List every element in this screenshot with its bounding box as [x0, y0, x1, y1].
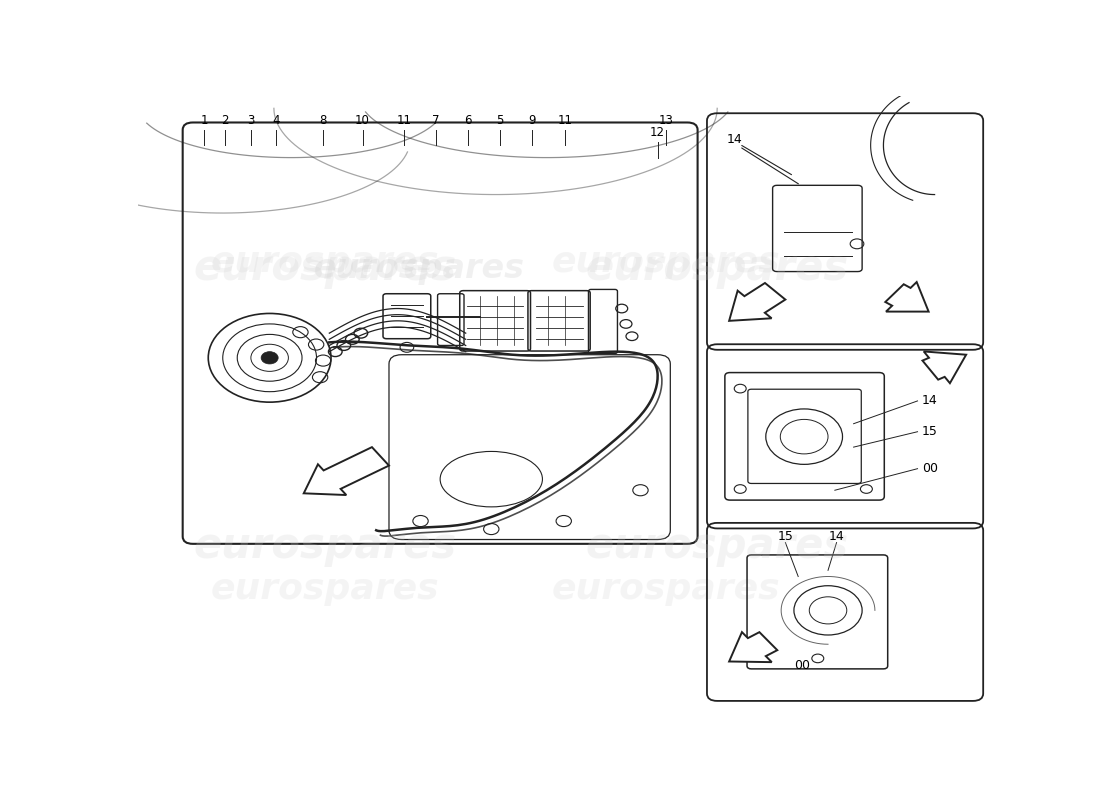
- Polygon shape: [923, 351, 966, 383]
- Text: 00: 00: [922, 462, 938, 475]
- Text: 5: 5: [496, 114, 504, 127]
- Text: 14: 14: [828, 530, 845, 543]
- Text: 8: 8: [320, 114, 327, 127]
- Text: 4: 4: [273, 114, 280, 127]
- Text: 6: 6: [464, 114, 472, 127]
- Text: 3: 3: [248, 114, 254, 127]
- Polygon shape: [729, 632, 778, 662]
- Text: eurospares: eurospares: [194, 247, 456, 290]
- Text: eurospares: eurospares: [314, 252, 525, 285]
- Text: eurospares: eurospares: [552, 246, 780, 279]
- Polygon shape: [304, 447, 389, 495]
- Text: eurospares: eurospares: [211, 572, 439, 606]
- Text: eurospares: eurospares: [552, 572, 780, 606]
- Polygon shape: [886, 282, 928, 311]
- Text: 14: 14: [922, 394, 937, 407]
- Text: eurospares: eurospares: [585, 525, 849, 566]
- Text: 11: 11: [558, 114, 573, 127]
- Text: eurospares: eurospares: [585, 247, 849, 290]
- Circle shape: [261, 352, 278, 364]
- Text: 2: 2: [221, 114, 229, 127]
- Text: 11: 11: [397, 114, 411, 127]
- Text: 9: 9: [528, 114, 536, 127]
- Text: 1: 1: [200, 114, 208, 127]
- Text: 00: 00: [794, 659, 811, 672]
- Text: 15: 15: [778, 530, 793, 543]
- Polygon shape: [729, 283, 785, 321]
- Text: 15: 15: [922, 426, 937, 438]
- Text: 12: 12: [650, 126, 666, 139]
- Text: 10: 10: [355, 114, 370, 127]
- Text: 7: 7: [432, 114, 440, 127]
- Text: 14: 14: [726, 133, 742, 146]
- Text: eurospares: eurospares: [194, 525, 456, 566]
- Text: eurospares: eurospares: [211, 246, 439, 279]
- Text: 13: 13: [659, 114, 673, 127]
